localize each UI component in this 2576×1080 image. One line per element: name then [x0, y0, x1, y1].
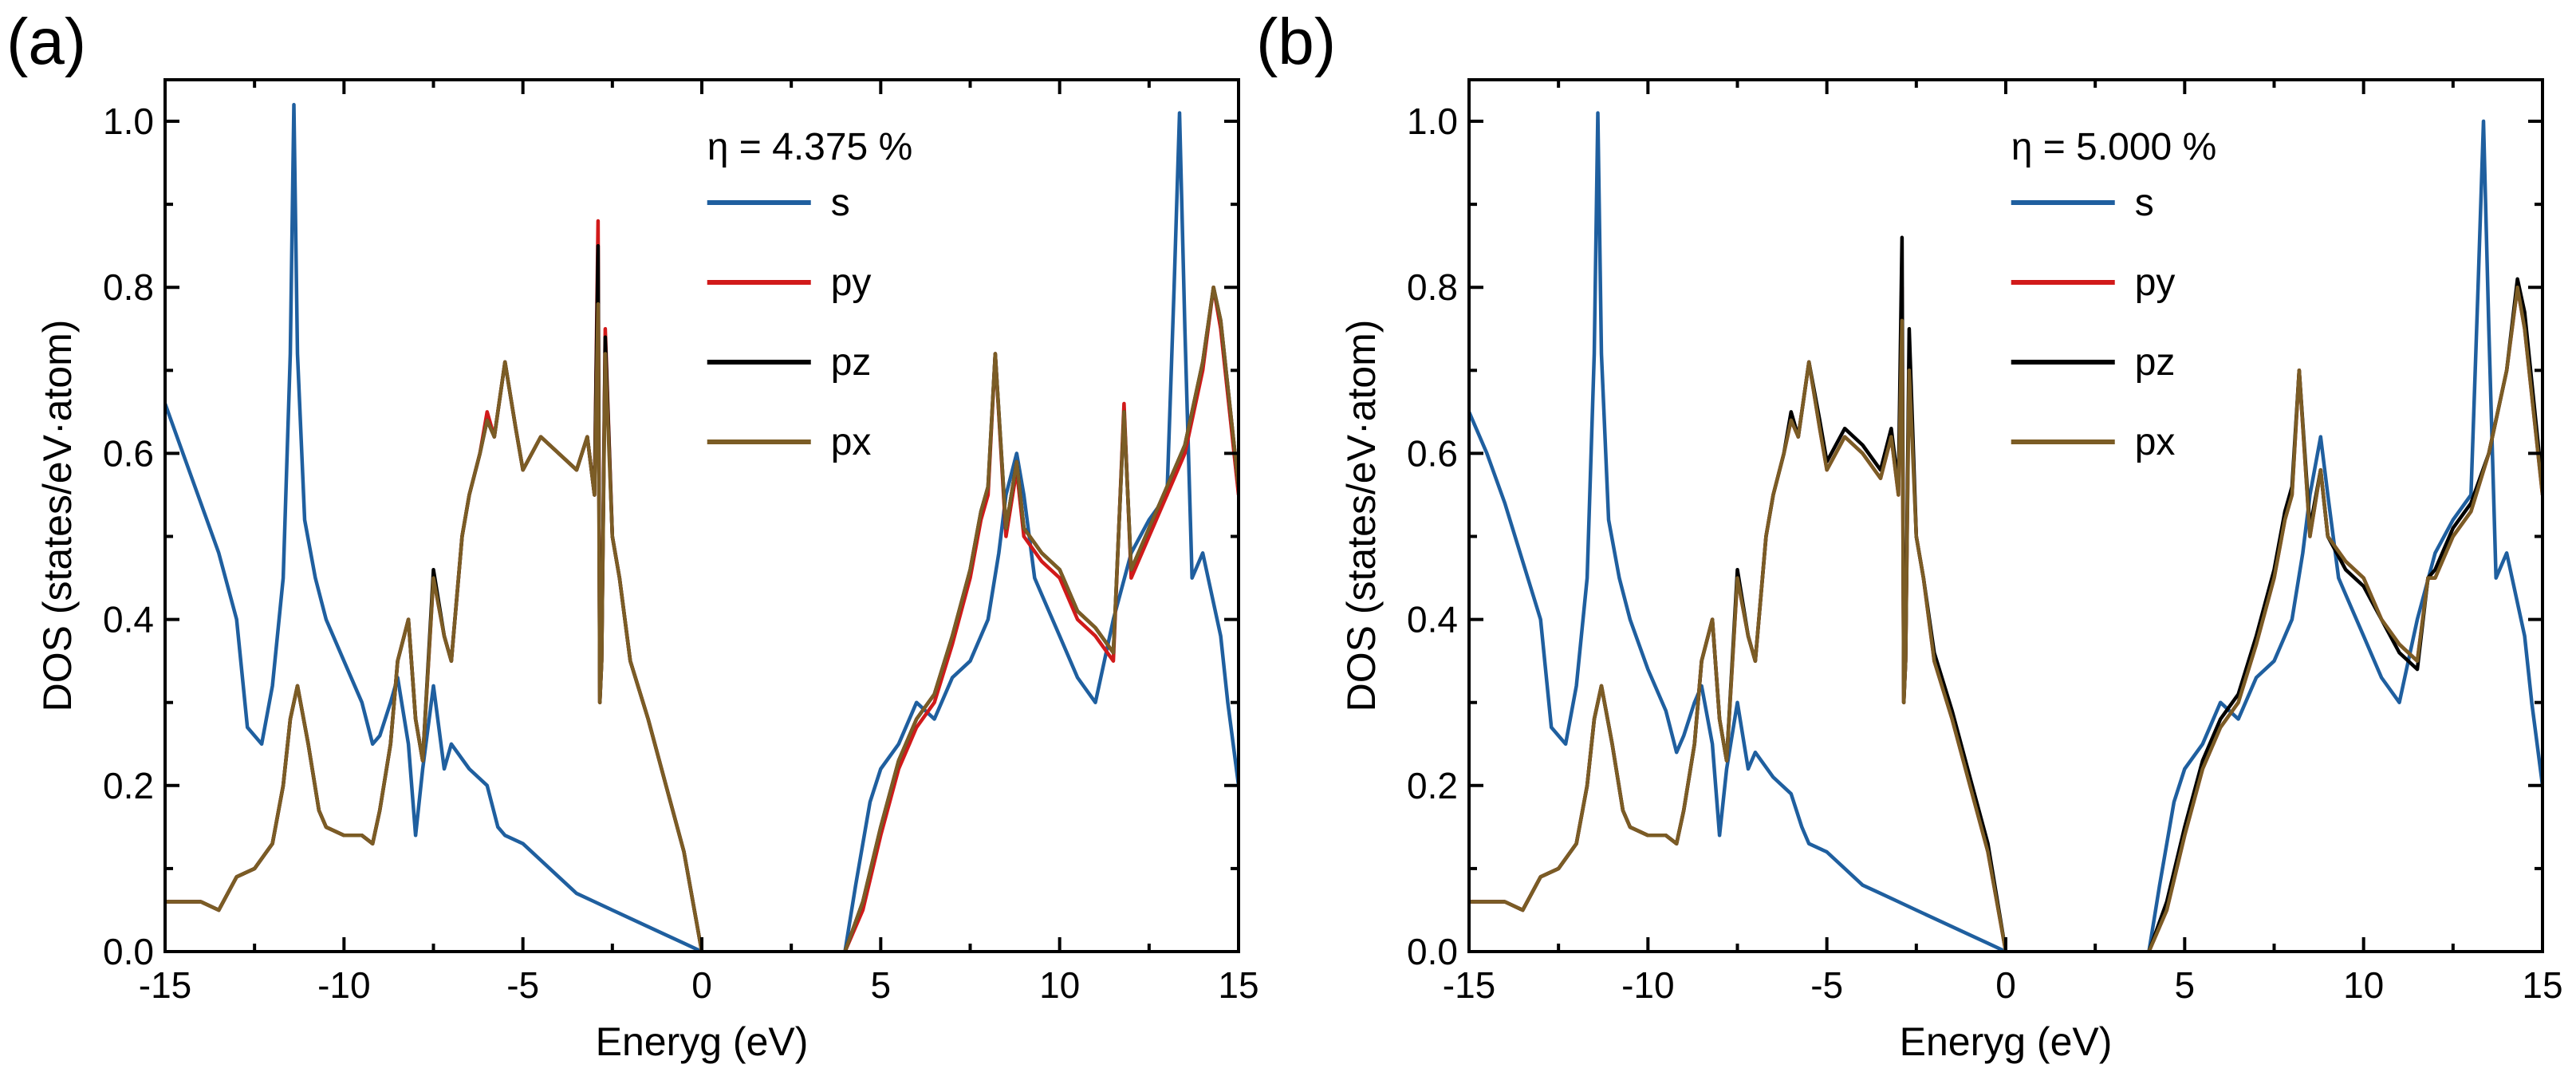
- x-tick-label: -5: [506, 964, 539, 1006]
- x-tick-label: 10: [1039, 964, 1080, 1006]
- series-line-px: [165, 285, 1239, 952]
- series-line-s: [1469, 111, 2543, 952]
- series-line-px: [1469, 285, 2543, 952]
- y-tick-label: 0.2: [1407, 765, 1458, 806]
- y-tick-label: 0.6: [103, 432, 154, 474]
- legend-label-px: px: [831, 421, 872, 463]
- legend-label-s: s: [2135, 182, 2154, 224]
- x-tick-label: -15: [1443, 964, 1495, 1006]
- panel-label: (b): [1256, 6, 1336, 78]
- legend: η = 5.000 % s py pz px: [2011, 126, 2217, 463]
- legend-label-py: py: [831, 262, 872, 304]
- y-tick-label: 1.0: [103, 101, 154, 142]
- y-axis-title: DOS (states/eV·atom): [35, 320, 80, 712]
- x-tick-label: -10: [317, 964, 370, 1006]
- legend-title: η = 4.375 %: [707, 126, 913, 168]
- x-tick-label: 10: [2343, 964, 2384, 1006]
- panel-a: (a) -15 -10 -5 0 5 10 15 0.0 0.2 0.4 0.6 0.8 1.0 Enery…: [6, 6, 1259, 1064]
- x-tick-label: 5: [2175, 964, 2196, 1006]
- y-tick-label: 0.4: [1407, 599, 1458, 641]
- legend-label-pz: pz: [831, 341, 872, 384]
- y-tick-label: 0.4: [103, 599, 154, 641]
- legend-label-px: px: [2135, 421, 2176, 463]
- x-tick-label: 15: [2522, 964, 2562, 1006]
- y-tick-label: 0.8: [103, 266, 154, 308]
- series-line-py: [165, 219, 1239, 952]
- series-line-pz: [165, 243, 1239, 952]
- y-tick-label: 0.0: [1407, 931, 1458, 972]
- x-tick-label: 0: [691, 964, 712, 1006]
- x-axis-title: Eneryg (eV): [596, 1019, 809, 1064]
- x-tick-label: -5: [1810, 964, 1843, 1006]
- legend-label-pz: pz: [2135, 341, 2176, 384]
- x-tick-label: 5: [871, 964, 892, 1006]
- plot-frame: [1467, 78, 2544, 953]
- x-tick-label: 15: [1218, 964, 1258, 1006]
- y-tick-label: 0.6: [1407, 432, 1458, 474]
- series-group: [165, 102, 1239, 952]
- y-tick-label: 1.0: [1407, 101, 1458, 142]
- y-tick-label: 0.8: [1407, 266, 1458, 308]
- legend-label-py: py: [2135, 262, 2176, 304]
- legend: η = 4.375 % s py pz px: [707, 126, 913, 463]
- legend-label-s: s: [831, 182, 850, 224]
- legend-title: η = 5.000 %: [2011, 126, 2217, 168]
- plot-frame: [163, 78, 1240, 953]
- x-tick-label: -15: [139, 964, 191, 1006]
- y-axis-title: DOS (states/eV·atom): [1339, 320, 1384, 712]
- series-line-s: [165, 102, 1239, 952]
- x-tick-label: 0: [1995, 964, 2016, 1006]
- x-axis-title: Eneryg (eV): [1900, 1019, 2113, 1064]
- y-tick-label: 0.0: [103, 931, 154, 972]
- y-tick-label: 0.2: [103, 765, 154, 806]
- panel-label: (a): [6, 6, 86, 78]
- series-group: [1469, 111, 2543, 952]
- x-tick-label: -10: [1621, 964, 1674, 1006]
- series-line-pz: [1469, 235, 2543, 952]
- panel-b: (b) -15 -10 -5 0 5 10 15 0.0 0.2 0.4 0.6 0.8 1.0 Enery…: [1256, 6, 2563, 1064]
